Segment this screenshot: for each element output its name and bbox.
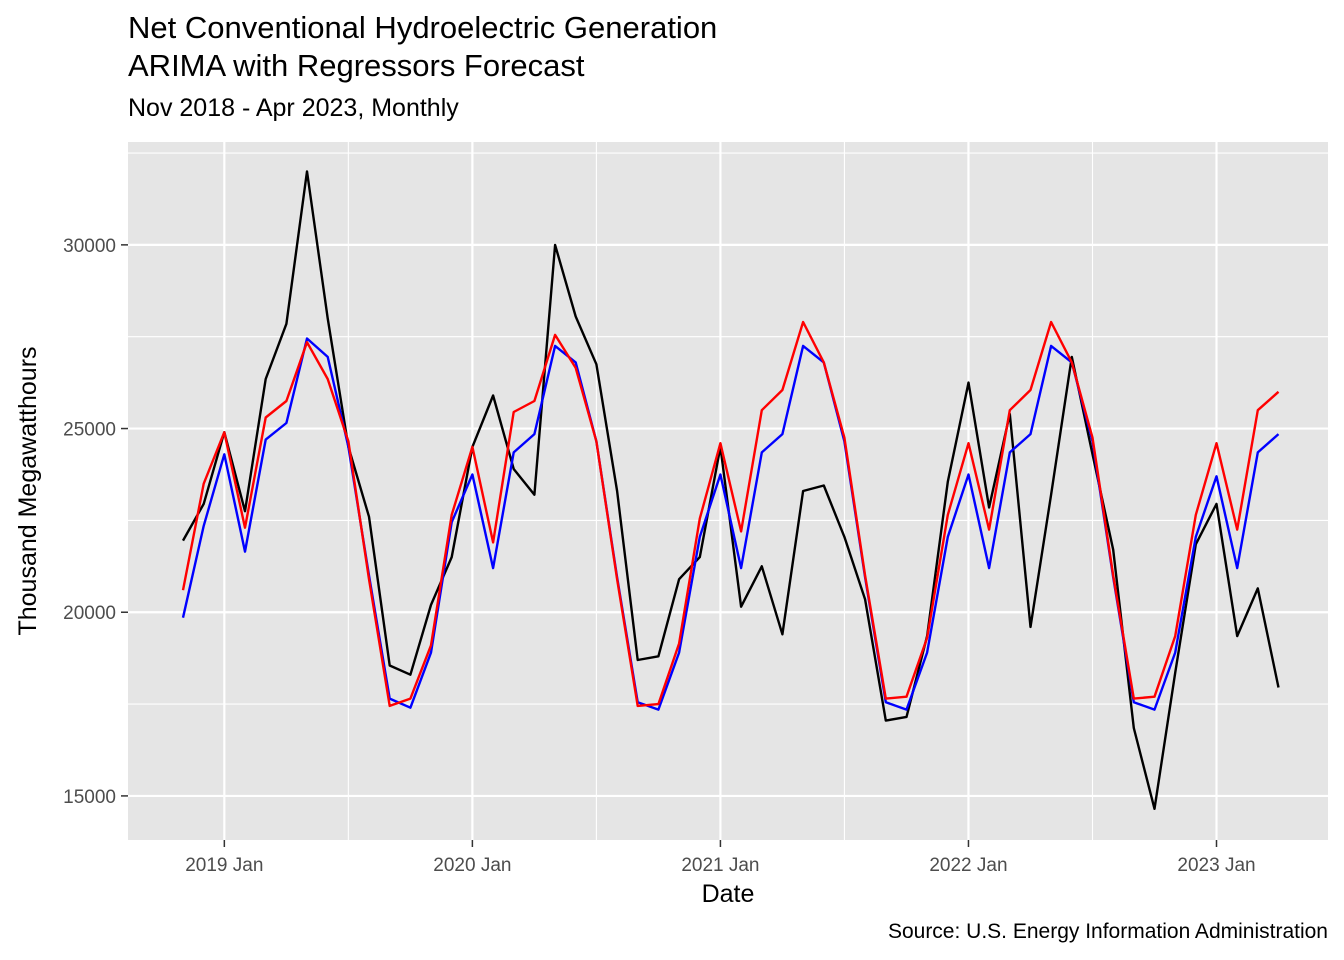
x-tick-label: 2022 Jan [929, 855, 1007, 876]
axes: 2019 Jan 2020 Jan 2021 Jan 2022 Jan 2023 Jan… [63, 236, 1255, 876]
chart-subtitle: Nov 2018 - Apr 2023, Monthly [128, 94, 459, 122]
x-tick-label: 2019 Jan [185, 855, 263, 876]
minor-gridlines [128, 142, 1328, 840]
y-tick-label: 15000 [63, 787, 116, 808]
y-tick-label: 30000 [63, 236, 116, 257]
y-tick-label: 25000 [63, 420, 116, 441]
major-gridlines [128, 142, 1328, 840]
chart-title-line-1: Net Conventional Hydroelectric Generatio… [128, 10, 718, 45]
chart-caption: Source: U.S. Energy Information Administ… [887, 920, 1328, 943]
chart-title-line-2: ARIMA with Regressors Forecast [128, 48, 585, 83]
series-line-3 [181, 320, 1280, 708]
x-axis-title: Date [702, 880, 755, 908]
y-axis-title: Thousand Megawatthours [14, 346, 42, 635]
x-tick-label: 2020 Jan [433, 855, 511, 876]
y-tick-label: 20000 [63, 603, 116, 624]
x-tick-label: 2021 Jan [681, 855, 759, 876]
x-tick-label: 2023 Jan [1177, 855, 1255, 876]
plot-panel [128, 142, 1328, 840]
series-lines [181, 170, 1280, 810]
